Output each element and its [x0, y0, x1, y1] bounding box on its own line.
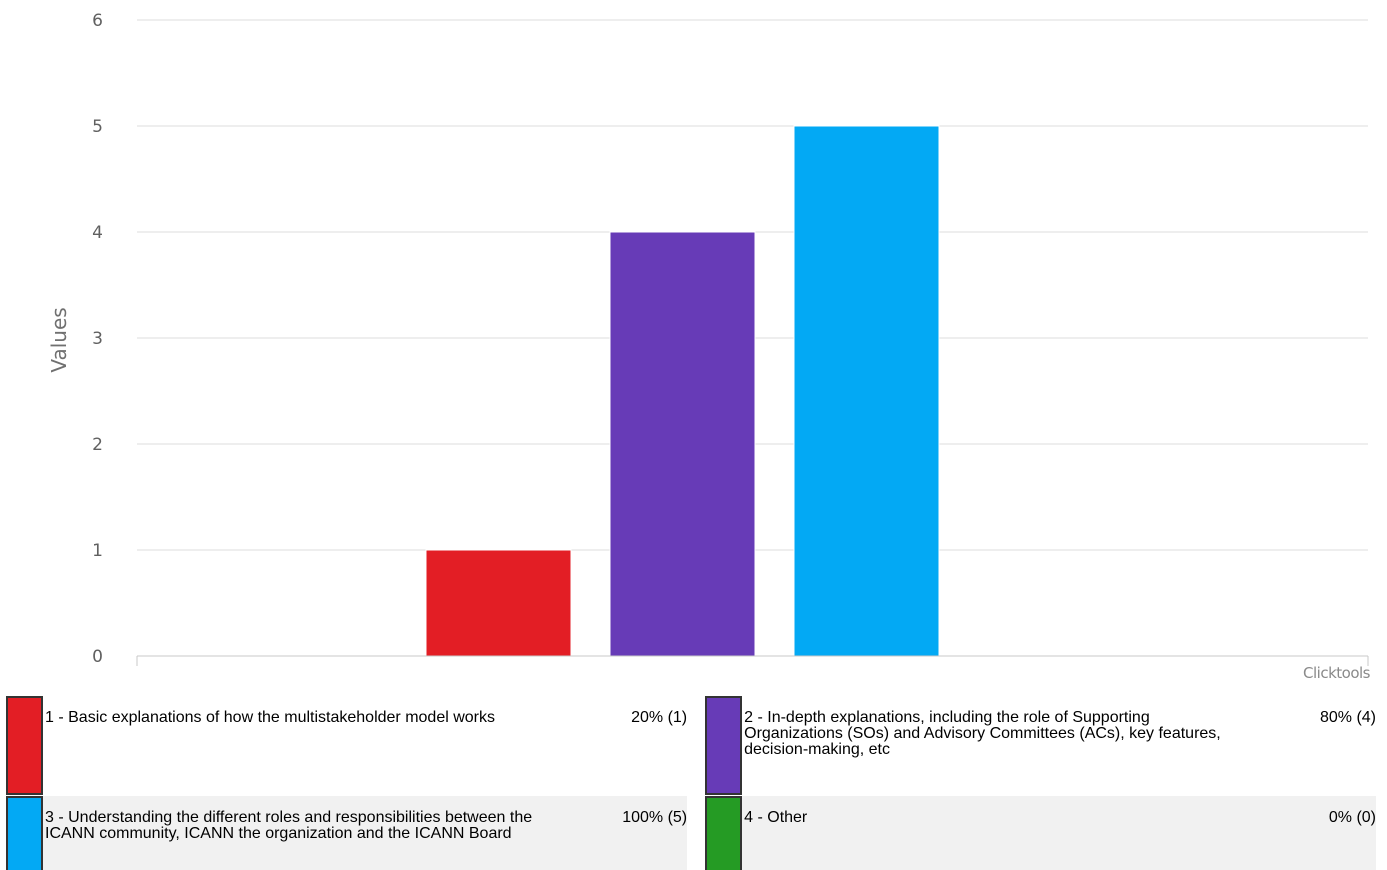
bar-chart: 0 1 2 3 4 5 6 Values Clicktools [47, 11, 1371, 682]
y-tick-label: 2 [92, 435, 103, 455]
credit-text: Clicktools [1303, 664, 1371, 682]
legend-swatch-3 [6, 796, 43, 870]
legend-label-1: 1 - Basic explanations of how the multis… [45, 709, 495, 726]
y-tick-label: 4 [92, 223, 103, 243]
y-tick-label: 0 [92, 647, 103, 667]
legend-row: 1 - Basic explanations of how the multis… [6, 696, 1376, 796]
y-axis-ticks: 0 1 2 3 4 5 6 [92, 11, 103, 667]
legend-swatch-4 [705, 796, 743, 870]
legend-pct-1: 20% (1) [631, 709, 688, 726]
bar-1 [425, 549, 572, 657]
y-tick-label: 5 [92, 117, 103, 137]
y-axis-label: Values [47, 307, 71, 372]
legend-swatch-1 [6, 696, 43, 795]
legend-pct-2: 80% (4) [1319, 709, 1376, 726]
y-tick-label: 6 [92, 11, 103, 31]
legend-swatch-2 [705, 696, 743, 795]
legend-label-2: 2 - In-depth explanations, including the… [744, 709, 1221, 758]
legend-pct-4: 0% (0) [1328, 809, 1376, 826]
bars [425, 125, 940, 657]
legend-label-4: 4 - Other [744, 809, 808, 826]
legend-pct-3: 100% (5) [622, 809, 688, 826]
y-tick-label: 3 [92, 329, 103, 349]
y-tick-label: 1 [92, 541, 103, 561]
bar-2 [609, 231, 756, 657]
legend-label-3: 3 - Understanding the different roles an… [45, 809, 533, 842]
bar-3 [793, 125, 940, 657]
legend-row: 3 - Understanding the different roles an… [6, 796, 1376, 870]
legend-table: 1 - Basic explanations of how the multis… [6, 696, 1376, 870]
